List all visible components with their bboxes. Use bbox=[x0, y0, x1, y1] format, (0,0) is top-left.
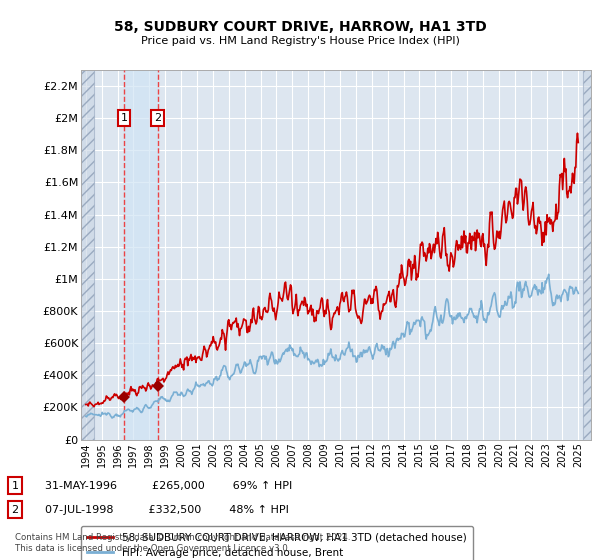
Text: 2: 2 bbox=[11, 505, 19, 515]
Text: 1: 1 bbox=[11, 480, 19, 491]
Bar bbox=[583, 70, 591, 440]
Bar bbox=[124, 70, 158, 440]
Text: 31-MAY-1996          £265,000        69% ↑ HPI: 31-MAY-1996 £265,000 69% ↑ HPI bbox=[45, 480, 292, 491]
Legend: 58, SUDBURY COURT DRIVE, HARROW, HA1 3TD (detached house), HPI: Average price, d: 58, SUDBURY COURT DRIVE, HARROW, HA1 3TD… bbox=[81, 526, 473, 560]
Text: 58, SUDBURY COURT DRIVE, HARROW, HA1 3TD: 58, SUDBURY COURT DRIVE, HARROW, HA1 3TD bbox=[113, 20, 487, 34]
Text: 1: 1 bbox=[121, 113, 128, 123]
Text: Price paid vs. HM Land Registry's House Price Index (HPI): Price paid vs. HM Land Registry's House … bbox=[140, 36, 460, 46]
Text: 2: 2 bbox=[154, 113, 161, 123]
Bar bbox=[81, 70, 94, 440]
Bar bbox=[81, 70, 94, 440]
Text: 07-JUL-1998          £332,500        48% ↑ HPI: 07-JUL-1998 £332,500 48% ↑ HPI bbox=[45, 505, 289, 515]
Text: Contains HM Land Registry data © Crown copyright and database right 2024.
This d: Contains HM Land Registry data © Crown c… bbox=[15, 533, 350, 553]
Bar bbox=[583, 70, 591, 440]
